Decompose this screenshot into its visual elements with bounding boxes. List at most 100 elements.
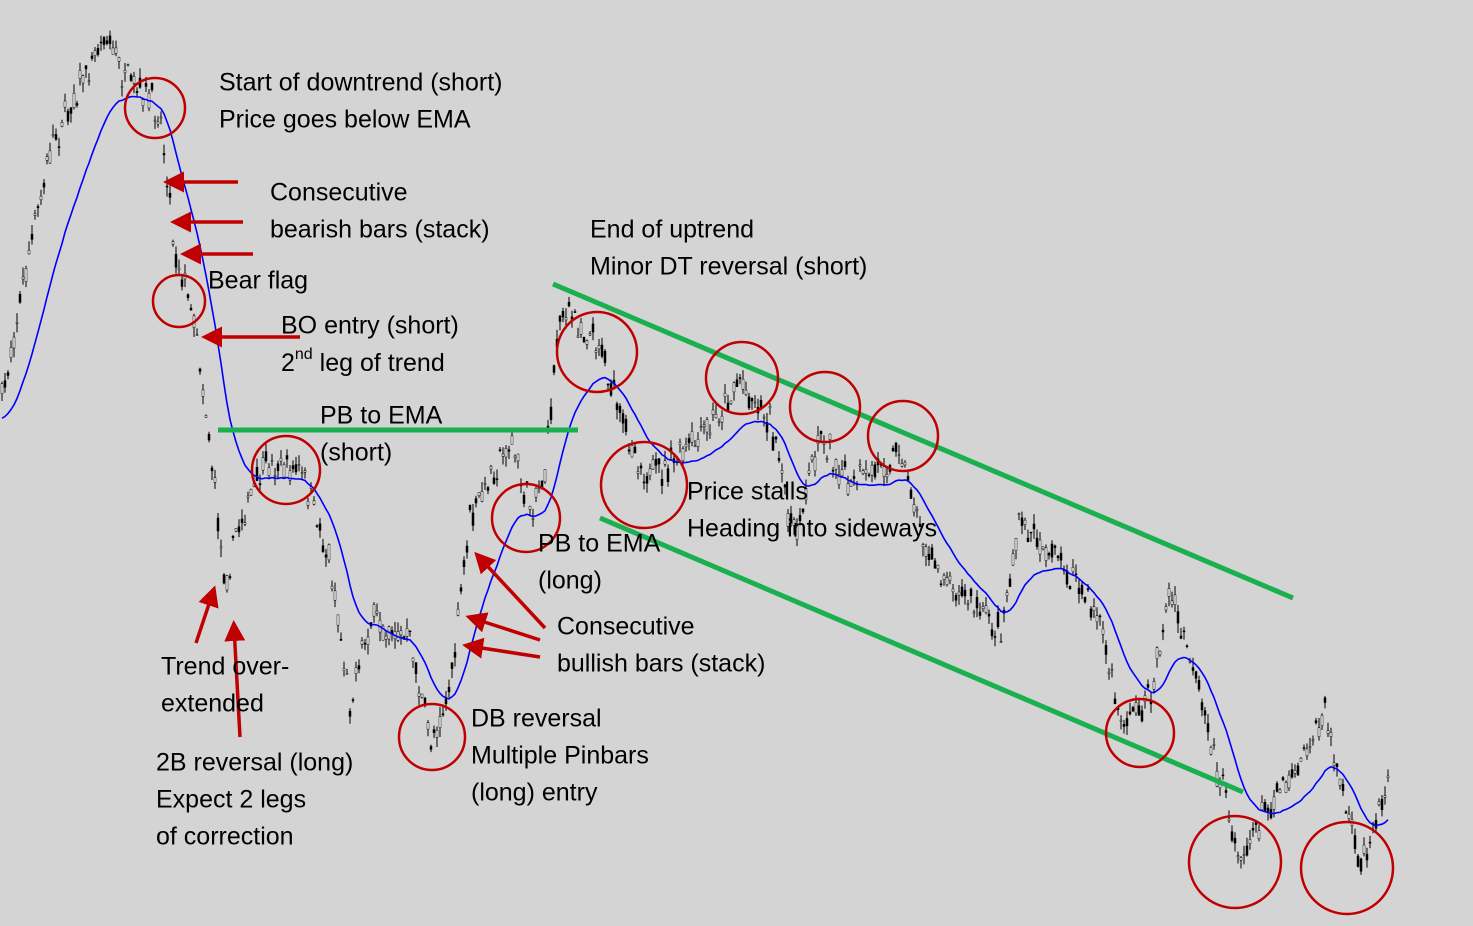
candle <box>696 439 700 447</box>
candle <box>492 477 496 484</box>
candle <box>426 722 430 730</box>
candle <box>588 333 592 336</box>
candle <box>1206 723 1210 733</box>
candle <box>108 35 112 45</box>
candle <box>735 379 739 388</box>
candle <box>1164 606 1168 611</box>
candle <box>222 574 226 584</box>
candle <box>939 583 943 586</box>
label: Price goes below EMA <box>219 106 471 134</box>
circle <box>397 702 467 772</box>
candle <box>1155 647 1159 659</box>
candle <box>1299 757 1303 762</box>
candle <box>678 442 682 445</box>
candle <box>264 451 268 462</box>
candle <box>1278 789 1282 794</box>
candle <box>321 545 325 552</box>
candle <box>804 488 808 501</box>
label: Start of downtrend (short) <box>219 69 502 97</box>
candle <box>828 433 832 440</box>
candle <box>408 630 412 632</box>
candle <box>438 716 442 728</box>
candle <box>1020 517 1024 526</box>
candle <box>990 629 994 637</box>
candle <box>255 467 259 481</box>
candle <box>1254 822 1258 825</box>
candle <box>267 467 271 476</box>
candle <box>918 523 922 527</box>
candle <box>1353 835 1357 849</box>
arrow <box>224 620 246 738</box>
candle <box>228 576 232 579</box>
candle <box>1080 584 1084 595</box>
candle <box>1026 537 1030 543</box>
candle <box>339 638 343 641</box>
circle <box>250 434 322 506</box>
candle <box>75 103 79 106</box>
candle <box>69 107 73 114</box>
candle <box>1335 763 1339 767</box>
candle <box>0 383 4 394</box>
circle <box>866 399 940 473</box>
candle <box>543 469 547 482</box>
candle <box>66 110 70 122</box>
candle <box>873 464 877 478</box>
candle <box>243 522 247 525</box>
candle <box>384 635 388 640</box>
candle <box>1110 669 1114 671</box>
candle <box>999 641 1003 643</box>
candle <box>1041 546 1045 550</box>
candle <box>123 69 127 74</box>
candle <box>204 415 208 418</box>
candle <box>594 350 598 353</box>
candle <box>60 122 64 127</box>
candle <box>579 322 583 335</box>
green-line <box>599 515 1244 795</box>
candle <box>1320 714 1324 727</box>
candle <box>870 464 874 476</box>
candle <box>3 380 7 388</box>
candle <box>654 458 658 466</box>
candle <box>837 474 841 485</box>
candle <box>708 432 712 435</box>
candle <box>915 508 919 511</box>
candle <box>1044 547 1048 561</box>
candle <box>18 294 22 303</box>
label: End of uptrend <box>590 216 754 244</box>
candle <box>84 65 88 70</box>
candle <box>141 99 145 107</box>
candle <box>1182 630 1186 633</box>
candle <box>288 470 292 481</box>
candle <box>720 415 724 423</box>
candle <box>624 418 628 432</box>
candle <box>717 421 721 423</box>
candle <box>576 335 580 338</box>
candle <box>1086 588 1090 590</box>
candle <box>861 470 865 475</box>
candle <box>456 608 460 616</box>
candle <box>474 498 478 504</box>
candle <box>702 424 706 427</box>
candle <box>318 523 322 531</box>
candle <box>507 449 511 452</box>
candle <box>1200 702 1204 711</box>
candle <box>135 90 139 94</box>
candle <box>969 588 973 597</box>
candle <box>33 213 37 216</box>
candle <box>480 491 484 502</box>
candle <box>1119 719 1123 722</box>
candle <box>483 483 487 485</box>
candle <box>1332 762 1336 766</box>
candle <box>102 37 106 45</box>
candle <box>1038 539 1042 555</box>
candle <box>285 455 289 460</box>
candle <box>627 449 631 452</box>
candle <box>333 590 337 601</box>
candle <box>81 75 85 84</box>
candle <box>711 409 715 415</box>
candle <box>1245 845 1249 856</box>
candle <box>150 83 154 91</box>
candle <box>660 479 664 486</box>
candle <box>807 470 811 474</box>
